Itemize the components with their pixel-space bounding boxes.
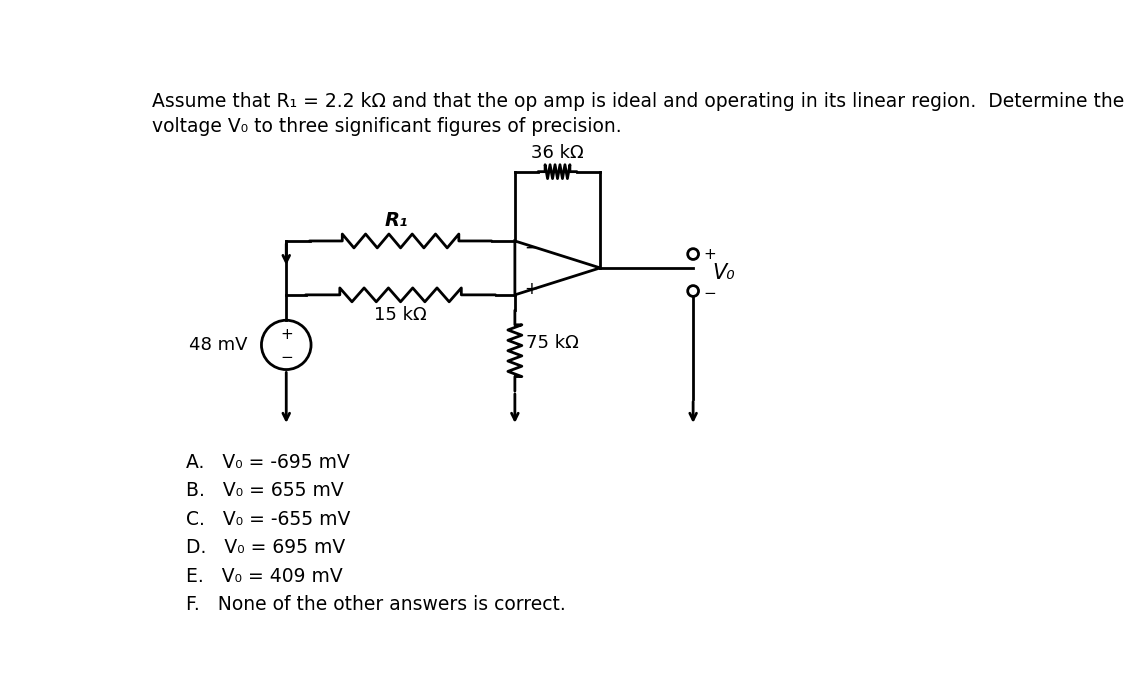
Text: 15 kΩ: 15 kΩ (374, 305, 426, 324)
Text: E.   V₀ = 409 mV: E. V₀ = 409 mV (185, 567, 342, 586)
Text: C.   V₀ = -655 mV: C. V₀ = -655 mV (185, 510, 350, 528)
Text: 36 kΩ: 36 kΩ (531, 144, 584, 161)
Text: B.   V₀ = 655 mV: B. V₀ = 655 mV (185, 481, 343, 500)
Text: V₀: V₀ (712, 263, 735, 282)
Text: D.   V₀ = 695 mV: D. V₀ = 695 mV (185, 538, 345, 557)
Text: voltage V₀ to three significant figures of precision.: voltage V₀ to three significant figures … (152, 117, 622, 136)
Text: A.   V₀ = -695 mV: A. V₀ = -695 mV (185, 453, 350, 472)
Text: F.   None of the other answers is correct.: F. None of the other answers is correct. (185, 595, 566, 614)
Text: $-$: $-$ (280, 348, 293, 363)
Text: $+$: $+$ (703, 247, 717, 261)
Text: Assume that R₁ = 2.2 kΩ and that the op amp is ideal and operating in its linear: Assume that R₁ = 2.2 kΩ and that the op … (152, 92, 1125, 111)
Text: $+$: $+$ (280, 326, 293, 342)
Text: $-$: $-$ (703, 284, 717, 298)
Text: 75 kΩ: 75 kΩ (526, 334, 578, 352)
Text: $+$: $+$ (525, 280, 538, 298)
Text: R₁: R₁ (385, 211, 408, 230)
Text: 48 mV: 48 mV (189, 336, 248, 354)
Text: $-$: $-$ (525, 238, 538, 256)
